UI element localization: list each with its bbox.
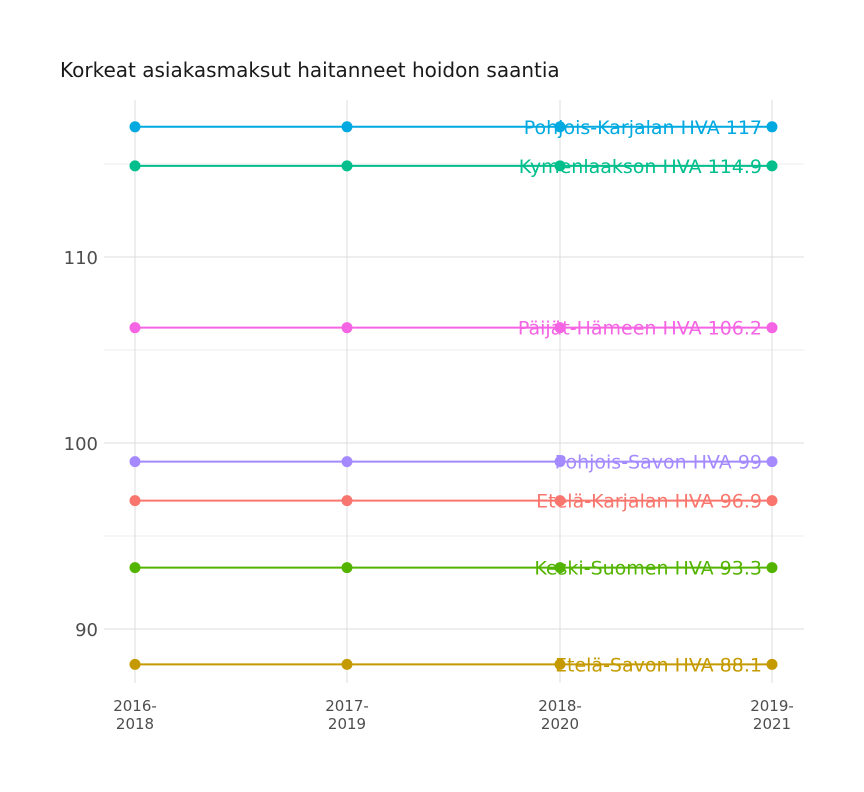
data-point <box>129 658 141 670</box>
data-point <box>129 322 141 334</box>
series-label: Kymenlaakson HVA 114.9 <box>519 156 762 178</box>
data-point <box>766 160 778 172</box>
x-tick-label: 2019-2021 <box>750 697 794 733</box>
data-point <box>554 456 566 468</box>
data-point <box>341 562 353 574</box>
data-labels: Pohjois-Karjalan HVA 117 Kymenlaakson HVA… <box>518 117 762 677</box>
series-label: Etelä-Karjalan HVA 96.9 <box>536 491 762 513</box>
data-point <box>129 160 141 172</box>
data-point <box>766 456 778 468</box>
data-point <box>554 495 566 507</box>
grid <box>104 100 804 683</box>
x-tick-label: 2016-2018 <box>113 697 157 733</box>
data-point <box>129 456 141 468</box>
y-axis: 90 100 110 <box>64 248 98 641</box>
data-point <box>766 495 778 507</box>
data-point <box>129 495 141 507</box>
x-tick-label: 2018-2020 <box>538 697 582 733</box>
series-label: Pohjois-Karjalan HVA 117 <box>524 117 762 139</box>
data-point <box>129 562 141 574</box>
series-label: Keski-Suomen HVA 93.3 <box>534 558 762 580</box>
y-tick-label: 90 <box>75 620 98 641</box>
data-point <box>554 322 566 334</box>
series-label: Etelä-Savon HVA 88.1 <box>555 654 762 676</box>
data-point <box>766 658 778 670</box>
data-point <box>341 322 353 334</box>
data-point <box>554 658 566 670</box>
data-point <box>341 456 353 468</box>
data-point <box>341 160 353 172</box>
data-point <box>554 121 566 133</box>
data-point <box>341 495 353 507</box>
chart-title: Korkeat asiakasmaksut haitanneet hoidon … <box>60 58 560 82</box>
data-point <box>129 121 141 133</box>
data-point <box>766 562 778 574</box>
x-tick-label: 2017-2019 <box>325 697 369 733</box>
series-label: Päijät-Hämeen HVA 106.2 <box>518 318 762 340</box>
y-tick-label: 110 <box>64 248 98 269</box>
data-point <box>554 562 566 574</box>
x-axis: 2016-2018 2017-2019 2018-2020 2019-2021 <box>113 697 794 733</box>
data-point <box>766 121 778 133</box>
data-point <box>554 160 566 172</box>
series-label: Pohjois-Savon HVA 99 <box>555 452 762 474</box>
data-point <box>341 121 353 133</box>
y-tick-label: 100 <box>64 434 98 455</box>
data-point <box>766 322 778 334</box>
data-point <box>341 658 353 670</box>
series-group <box>129 121 778 670</box>
